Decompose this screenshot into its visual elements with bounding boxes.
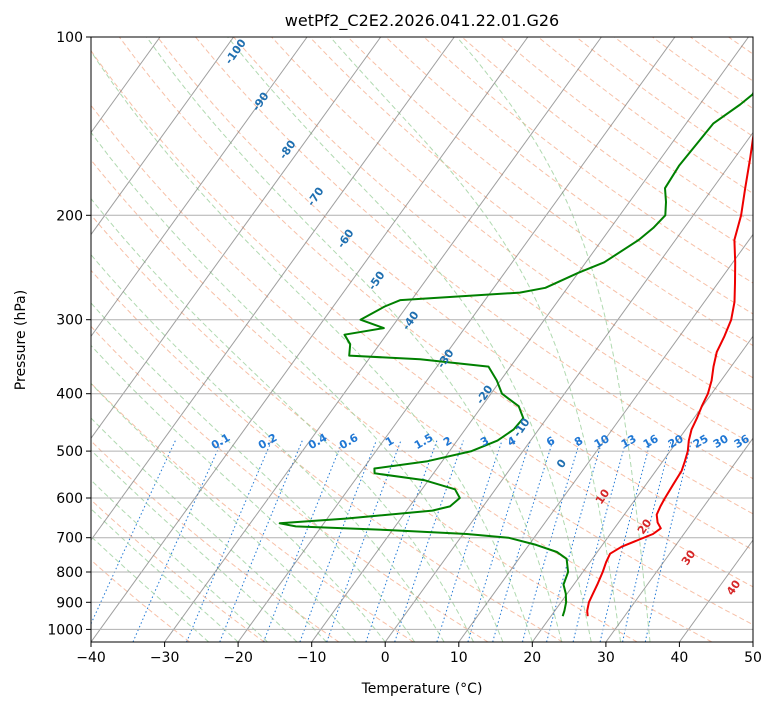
mixing-ratio-line bbox=[546, 440, 603, 642]
x-tick-label: 20 bbox=[523, 650, 541, 666]
x-tick-label: 30 bbox=[597, 650, 615, 666]
isotherm-line bbox=[605, 437, 753, 642]
temperature-line bbox=[586, 131, 753, 617]
dry-adiabat-line bbox=[91, 269, 563, 642]
plot-frame bbox=[90, 36, 754, 643]
dry-adiabat-line bbox=[91, 49, 753, 588]
mixing-ratio-line bbox=[644, 440, 693, 642]
isotherm-line bbox=[237, 37, 676, 642]
x-tick-label: −20 bbox=[223, 650, 253, 666]
dry-adiabat-line bbox=[385, 37, 753, 315]
mixing-ratio-line bbox=[622, 440, 672, 642]
y-tick-label: 100 bbox=[56, 30, 83, 46]
y-tick-label: 400 bbox=[56, 387, 83, 403]
background-lines bbox=[91, 37, 753, 642]
dry-adiabat-line bbox=[347, 37, 753, 347]
mixing-ratio-line bbox=[572, 440, 627, 642]
y-tick-label: 300 bbox=[56, 313, 83, 329]
isotherm-line bbox=[91, 37, 308, 338]
x-tick-label: −30 bbox=[150, 650, 180, 666]
dry-adiabat-line bbox=[91, 159, 713, 642]
dewpoint-line bbox=[278, 91, 753, 617]
moist-adiabat-line bbox=[91, 253, 445, 642]
x-tick-label: −40 bbox=[76, 650, 106, 666]
isotherm-line bbox=[91, 37, 529, 642]
chart-title: wetPf2_C2E2.2026.041.22.01.G26 bbox=[285, 11, 559, 31]
data-profiles bbox=[278, 91, 753, 617]
dry-adiabat-line bbox=[91, 214, 638, 642]
moist-adiabat-line bbox=[146, 37, 563, 642]
moist-adiabat-line bbox=[91, 197, 474, 642]
dry-adiabat-line bbox=[233, 37, 753, 445]
moist-adiabat-line bbox=[91, 302, 416, 642]
isotherm-line bbox=[311, 37, 749, 642]
dry-adiabat-line bbox=[195, 37, 753, 480]
x-tick-label: 0 bbox=[381, 650, 390, 666]
mixing-ratio-line bbox=[326, 440, 402, 642]
dry-adiabat-line bbox=[118, 37, 753, 551]
isotherm-line bbox=[678, 539, 753, 642]
isotherm-line bbox=[531, 335, 753, 642]
dry-adiabat-line bbox=[91, 382, 414, 642]
mixing-ratio-line bbox=[522, 440, 581, 642]
moist-adiabat-line bbox=[91, 50, 533, 642]
y-tick-label: 1000 bbox=[47, 622, 83, 638]
mixing-ratio-line bbox=[492, 440, 554, 642]
y-axis-label: Pressure (hPa) bbox=[13, 290, 29, 390]
isotherm-line bbox=[458, 233, 753, 642]
mixing-ratio-line bbox=[436, 440, 503, 642]
isotherm-line bbox=[164, 37, 602, 642]
y-tick-label: 700 bbox=[56, 531, 83, 547]
moist-adiabat-line bbox=[329, 37, 622, 642]
x-axis-label: Temperature (°C) bbox=[361, 681, 483, 697]
dry-adiabat-line bbox=[91, 104, 753, 626]
moist-adiabat-line bbox=[456, 37, 651, 642]
mixing-ratio-line bbox=[186, 440, 273, 642]
dry-adiabat-line bbox=[91, 440, 340, 642]
moist-adiabat-line bbox=[91, 417, 327, 642]
y-tick-label: 800 bbox=[56, 565, 83, 581]
moist-adiabat-line bbox=[91, 131, 504, 642]
isotherm-line bbox=[91, 37, 235, 236]
y-tick-label: 900 bbox=[56, 595, 83, 611]
axis-ticks: −40 −30 −20 −10 0 10 20 30 40 50 100 200 300 400 500 60… bbox=[47, 30, 762, 666]
dry-adiabat-line bbox=[309, 37, 753, 379]
isotherm-line bbox=[91, 37, 382, 440]
x-tick-label: 10 bbox=[450, 650, 468, 666]
x-tick-label: 50 bbox=[744, 650, 762, 666]
mixing-ratio-line bbox=[467, 440, 531, 642]
moist-adiabat-line bbox=[227, 37, 592, 642]
mixing-ratio-line bbox=[599, 440, 652, 642]
y-tick-label: 600 bbox=[56, 491, 83, 507]
mixing-ratio-line bbox=[365, 440, 438, 642]
dry-adiabat-line bbox=[91, 559, 191, 642]
isotherm-line bbox=[91, 37, 455, 541]
y-tick-label: 200 bbox=[56, 208, 83, 224]
x-tick-label: −10 bbox=[297, 650, 327, 666]
moist-adiabat-line bbox=[91, 382, 357, 642]
mixing-ratio-line bbox=[132, 440, 223, 642]
x-tick-label: 40 bbox=[670, 650, 688, 666]
isotherm-line bbox=[384, 131, 753, 642]
y-tick-label: 500 bbox=[56, 444, 83, 460]
